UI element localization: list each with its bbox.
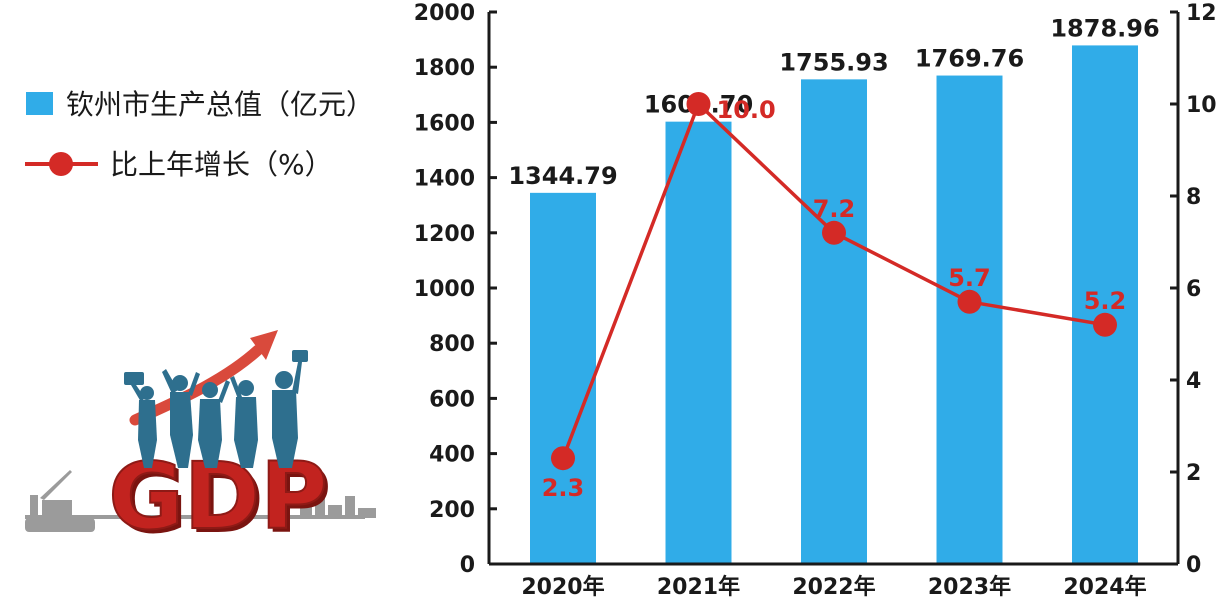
bar — [936, 75, 1003, 565]
people-icon — [124, 350, 308, 468]
left-y-axis: 0 200 400 600 800 1000 1200 1400 1600 1800 2000 — [414, 1, 497, 578]
right-tick-label: 12 — [1186, 1, 1217, 26]
line-series: 2.3 10.0 7.2 5.7 5.2 — [542, 92, 1127, 502]
x-axis: 2020年 2021年 2022年 2023年 2024年 — [489, 562, 1178, 600]
legend-marker-icon — [49, 152, 73, 176]
x-tick-label: 2021年 — [657, 574, 740, 600]
right-tick-label: 6 — [1186, 277, 1201, 302]
skyline-icon — [25, 470, 376, 532]
bar-value-label: 1344.79 — [508, 162, 617, 190]
legend-label: 比上年增长（%） — [110, 148, 333, 181]
left-tick-label: 0 — [460, 553, 475, 578]
left-tick-label: 600 — [429, 387, 475, 412]
left-tick-label: 200 — [429, 498, 475, 523]
left-tick-label: 1000 — [414, 277, 475, 302]
bar-value-label: 1769.76 — [915, 45, 1024, 73]
line-point — [686, 92, 711, 116]
left-tick-label: 1400 — [414, 167, 475, 192]
right-tick-label: 4 — [1186, 369, 1201, 394]
right-y-axis: 0 2 4 6 8 10 12 — [1170, 1, 1217, 578]
line-point — [1093, 312, 1117, 337]
line-point-label: 10.0 — [717, 96, 776, 124]
legend-swatch-bar — [26, 92, 53, 115]
gdp-growth-illustration: GDP GDP — [25, 330, 376, 554]
legend-item-line: 比上年增长（%） — [25, 148, 333, 181]
x-tick-label: 2020年 — [521, 574, 604, 600]
left-tick-label: 1200 — [414, 222, 475, 247]
gdp-text: GDP GDP — [107, 442, 331, 554]
left-tick-label: 400 — [429, 443, 475, 468]
bar — [801, 79, 867, 565]
x-tick-label: 2023年 — [928, 574, 1011, 600]
right-tick-label: 8 — [1186, 185, 1201, 210]
line-point-label: 5.7 — [948, 264, 991, 292]
legend-item-bar: 钦州市生产总值（亿元） — [26, 88, 374, 121]
right-tick-label: 2 — [1186, 461, 1201, 486]
bar — [1072, 45, 1138, 564]
left-tick-label: 1600 — [414, 111, 475, 136]
right-tick-label: 10 — [1186, 93, 1217, 118]
line-point-label: 5.2 — [1084, 287, 1127, 315]
bar-value-label: 1878.96 — [1050, 14, 1159, 42]
bar — [530, 192, 596, 565]
line-point-label: 7.2 — [813, 195, 856, 223]
bar — [665, 121, 732, 565]
legend: 钦州市生产总值（亿元） 比上年增长（%） — [25, 88, 374, 181]
line-point-label: 2.3 — [542, 474, 585, 502]
left-tick-label: 800 — [429, 332, 475, 357]
legend-label: 钦州市生产总值（亿元） — [66, 88, 374, 121]
x-tick-label: 2024年 — [1063, 574, 1146, 600]
right-tick-label: 0 — [1186, 553, 1201, 578]
bar-value-label: 1755.93 — [779, 48, 888, 76]
line-point — [957, 289, 982, 314]
line-point — [551, 446, 575, 471]
x-tick-label: 2022年 — [792, 574, 875, 600]
left-tick-label: 1800 — [414, 56, 475, 81]
line-point — [822, 220, 846, 245]
left-tick-label: 2000 — [414, 1, 475, 26]
